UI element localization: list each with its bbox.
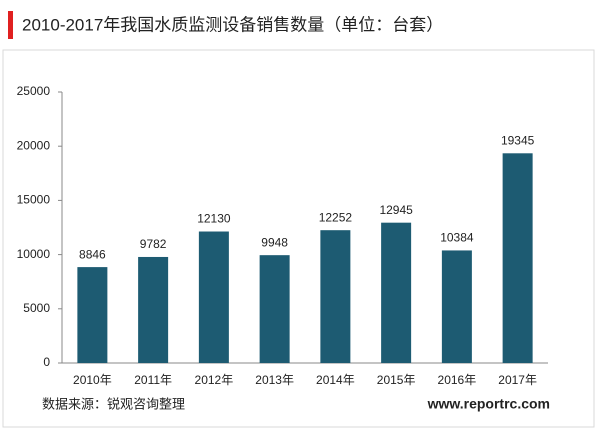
website: www.reportrc.com — [427, 396, 550, 412]
source-note: 数据来源：锐观咨询整理 — [42, 396, 185, 411]
bar — [381, 222, 412, 363]
bar — [198, 231, 229, 363]
y-tick-label: 25000 — [17, 84, 51, 98]
value-label: 12130 — [197, 212, 231, 226]
title-marker — [8, 11, 13, 39]
bar — [77, 267, 108, 363]
chart-frame — [2, 49, 595, 428]
bar — [441, 250, 472, 363]
bar — [320, 230, 351, 363]
x-tick-label: 2014年 — [316, 373, 355, 387]
value-label: 9782 — [140, 237, 167, 251]
y-tick-label: 15000 — [17, 193, 51, 207]
value-label: 10384 — [440, 231, 474, 245]
x-tick-label: 2017年 — [498, 373, 537, 387]
value-label: 9948 — [261, 235, 288, 249]
y-tick-label: 20000 — [17, 138, 51, 152]
y-tick-label: 5000 — [23, 301, 50, 315]
x-tick-label: 2010年 — [73, 373, 112, 387]
bar — [138, 256, 169, 363]
y-tick-label: 0 — [43, 355, 50, 369]
bar — [259, 255, 290, 363]
chart-title: 2010-2017年我国水质监测设备销售数量（单位：台套） — [22, 15, 443, 34]
x-tick-label: 2016年 — [438, 373, 477, 387]
x-tick-label: 2013年 — [255, 373, 294, 387]
x-tick-label: 2011年 — [134, 373, 172, 387]
y-tick-label: 10000 — [17, 247, 51, 261]
bar — [502, 153, 533, 363]
value-label: 19345 — [501, 133, 535, 147]
value-label: 12945 — [379, 203, 413, 217]
x-tick-label: 2012年 — [195, 373, 234, 387]
value-label: 8846 — [79, 247, 106, 261]
value-label: 12252 — [319, 210, 353, 224]
x-tick-label: 2015年 — [377, 373, 416, 387]
